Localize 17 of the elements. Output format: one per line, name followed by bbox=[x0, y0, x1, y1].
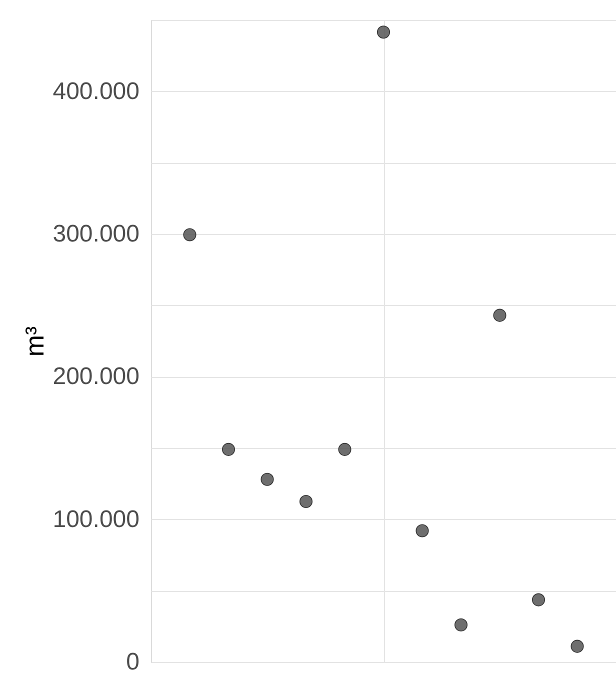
y-tick-label: 400.000 bbox=[52, 78, 140, 105]
y-tick-label: 200.000 bbox=[52, 363, 140, 390]
y-tick-label: 100.000 bbox=[52, 506, 140, 533]
point bbox=[338, 442, 352, 456]
y-axis-title: m³ bbox=[20, 326, 50, 357]
point bbox=[416, 524, 429, 538]
point bbox=[532, 593, 546, 606]
point bbox=[260, 472, 274, 486]
point bbox=[454, 618, 468, 632]
y-tick-label: 300.000 bbox=[52, 220, 140, 248]
point bbox=[493, 308, 506, 322]
y-tick-label: 0 bbox=[126, 648, 140, 676]
point bbox=[376, 26, 390, 39]
point bbox=[183, 228, 196, 242]
point bbox=[222, 442, 236, 456]
point bbox=[570, 640, 584, 653]
point bbox=[299, 494, 313, 508]
